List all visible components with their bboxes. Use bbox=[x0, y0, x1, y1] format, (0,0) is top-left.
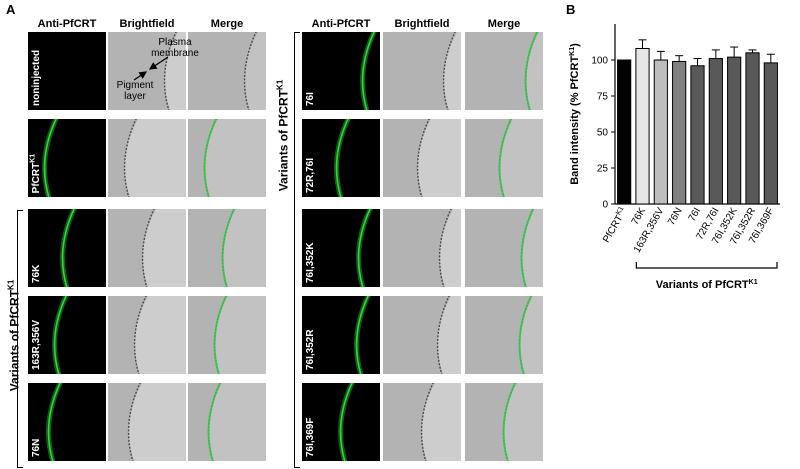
right-tile-bright-row-1 bbox=[383, 32, 461, 110]
y-tick-label: 75 bbox=[597, 92, 609, 103]
right-tile-fluor-row-3: 76I,352K bbox=[302, 209, 380, 287]
y-tick-label: 0 bbox=[602, 200, 608, 211]
col-header-merge-right: Merge bbox=[487, 18, 521, 30]
left-tile-fluor-row-5: 76N bbox=[28, 383, 106, 461]
left-tile-fluor-row-4: 163R,356V bbox=[28, 296, 106, 374]
right-row-label-2: 72R,76I bbox=[305, 157, 316, 193]
y-tick-label: 50 bbox=[597, 128, 609, 139]
bar-3 bbox=[653, 59, 668, 205]
x-tick-label-2: 76K bbox=[630, 206, 649, 227]
left-tile-merge-row-5 bbox=[188, 383, 266, 461]
col-header-brightfield-left: Brightfield bbox=[119, 18, 175, 30]
col-header-anti-pfcrt-left: Anti-PfCRT bbox=[37, 18, 97, 30]
col-header-anti-pfcrt-right: Anti-PfCRT bbox=[311, 18, 371, 30]
left-tile-bright-row-5 bbox=[108, 383, 186, 461]
y-tick-label: 100 bbox=[591, 56, 608, 67]
left-tile-bright-row-2 bbox=[108, 119, 186, 197]
right-tile-merge-row-2 bbox=[465, 119, 543, 197]
left-row-label-3: 76K bbox=[31, 264, 42, 283]
y-tick-label: 25 bbox=[597, 164, 609, 175]
x-tick-label-5: 76I bbox=[687, 206, 703, 224]
right-row-label-1: 76I bbox=[305, 92, 316, 106]
x-tick-label-4: 76N bbox=[666, 206, 685, 227]
left-tile-bright-row-3 bbox=[108, 209, 186, 287]
right-tile-merge-row-4 bbox=[465, 296, 543, 374]
bar-4 bbox=[672, 60, 687, 205]
bar-7 bbox=[727, 56, 742, 205]
bar-2 bbox=[635, 47, 650, 205]
left-tile-fluor-row-3: 76K bbox=[28, 209, 106, 287]
right-tile-fluor-row-1: 76I bbox=[302, 32, 380, 110]
right-tile-bright-row-2 bbox=[383, 119, 461, 197]
right-tile-bright-row-4 bbox=[383, 296, 461, 374]
right-variants-bracket bbox=[294, 32, 300, 468]
left-variants-bracket bbox=[17, 210, 23, 468]
plasma-membrane-arrow bbox=[148, 56, 169, 70]
panel-a-letter: A bbox=[6, 2, 16, 17]
bar-8 bbox=[745, 52, 760, 205]
left-row-label-1: noninjected bbox=[31, 49, 42, 106]
left-variants-label: Variants of PfCRTK1 bbox=[6, 279, 22, 392]
bar-9 bbox=[763, 62, 778, 205]
pigment-layer-annotation: Pigment layer bbox=[116, 80, 154, 102]
bar-5 bbox=[690, 65, 705, 205]
right-row-label-5: 76I,369F bbox=[305, 417, 316, 457]
right-tile-bright-row-3 bbox=[383, 209, 461, 287]
right-tile-fluor-row-4: 76I,352R bbox=[302, 296, 380, 374]
right-tile-fluor-row-2: 72R,76I bbox=[302, 119, 380, 197]
right-tile-merge-row-3 bbox=[465, 209, 543, 287]
left-row-label-2: PfCRTK1 bbox=[29, 153, 42, 193]
right-tile-merge-row-1 bbox=[465, 32, 543, 110]
right-tile-bright-row-5 bbox=[383, 383, 461, 461]
left-tile-bright-row-4 bbox=[108, 296, 186, 374]
right-row-label-4: 76I,352R bbox=[305, 329, 316, 370]
right-tile-merge-row-5 bbox=[465, 383, 543, 461]
variants-bracket bbox=[635, 262, 778, 269]
left-tile-merge-row-1 bbox=[188, 32, 266, 110]
right-tile-fluor-row-5: 76I,369F bbox=[302, 383, 380, 461]
right-row-label-3: 76I,352K bbox=[305, 242, 316, 283]
x-tick-label-1: PfCRTK1 bbox=[600, 205, 630, 244]
col-header-brightfield-right: Brightfield bbox=[394, 18, 450, 30]
bar-1 bbox=[617, 59, 632, 205]
pigment-layer-arrow bbox=[133, 71, 148, 81]
annotation-arrows bbox=[133, 56, 169, 81]
panel-b-letter: B bbox=[566, 2, 576, 17]
left-tile-merge-row-2 bbox=[188, 119, 266, 197]
left-tile-merge-row-3 bbox=[188, 209, 266, 287]
left-row-label-4: 163R,356V bbox=[31, 319, 42, 370]
variants-bracket-label: Variants of PfCRTK1 bbox=[656, 279, 758, 291]
left-tile-merge-row-4 bbox=[188, 296, 266, 374]
plasma-membrane-annotation: Plasma membrane bbox=[151, 37, 199, 59]
col-header-merge-left: Merge bbox=[210, 18, 244, 30]
right-variants-label: Variants of PfCRTK1 bbox=[275, 79, 291, 192]
y-axis-label: Band intensity (% PfCRTK1) bbox=[569, 43, 581, 185]
bar-6 bbox=[708, 58, 723, 205]
left-row-label-5: 76N bbox=[31, 438, 42, 457]
left-tile-bright-row-1 bbox=[108, 32, 186, 110]
left-tile-fluor-row-1: noninjected bbox=[28, 32, 106, 110]
left-tile-fluor-row-2: PfCRTK1 bbox=[28, 119, 106, 197]
band-intensity-chart: 0 25 50 75 100 Band intensity (% PfCRTK1) PfCR… bbox=[569, 24, 780, 291]
